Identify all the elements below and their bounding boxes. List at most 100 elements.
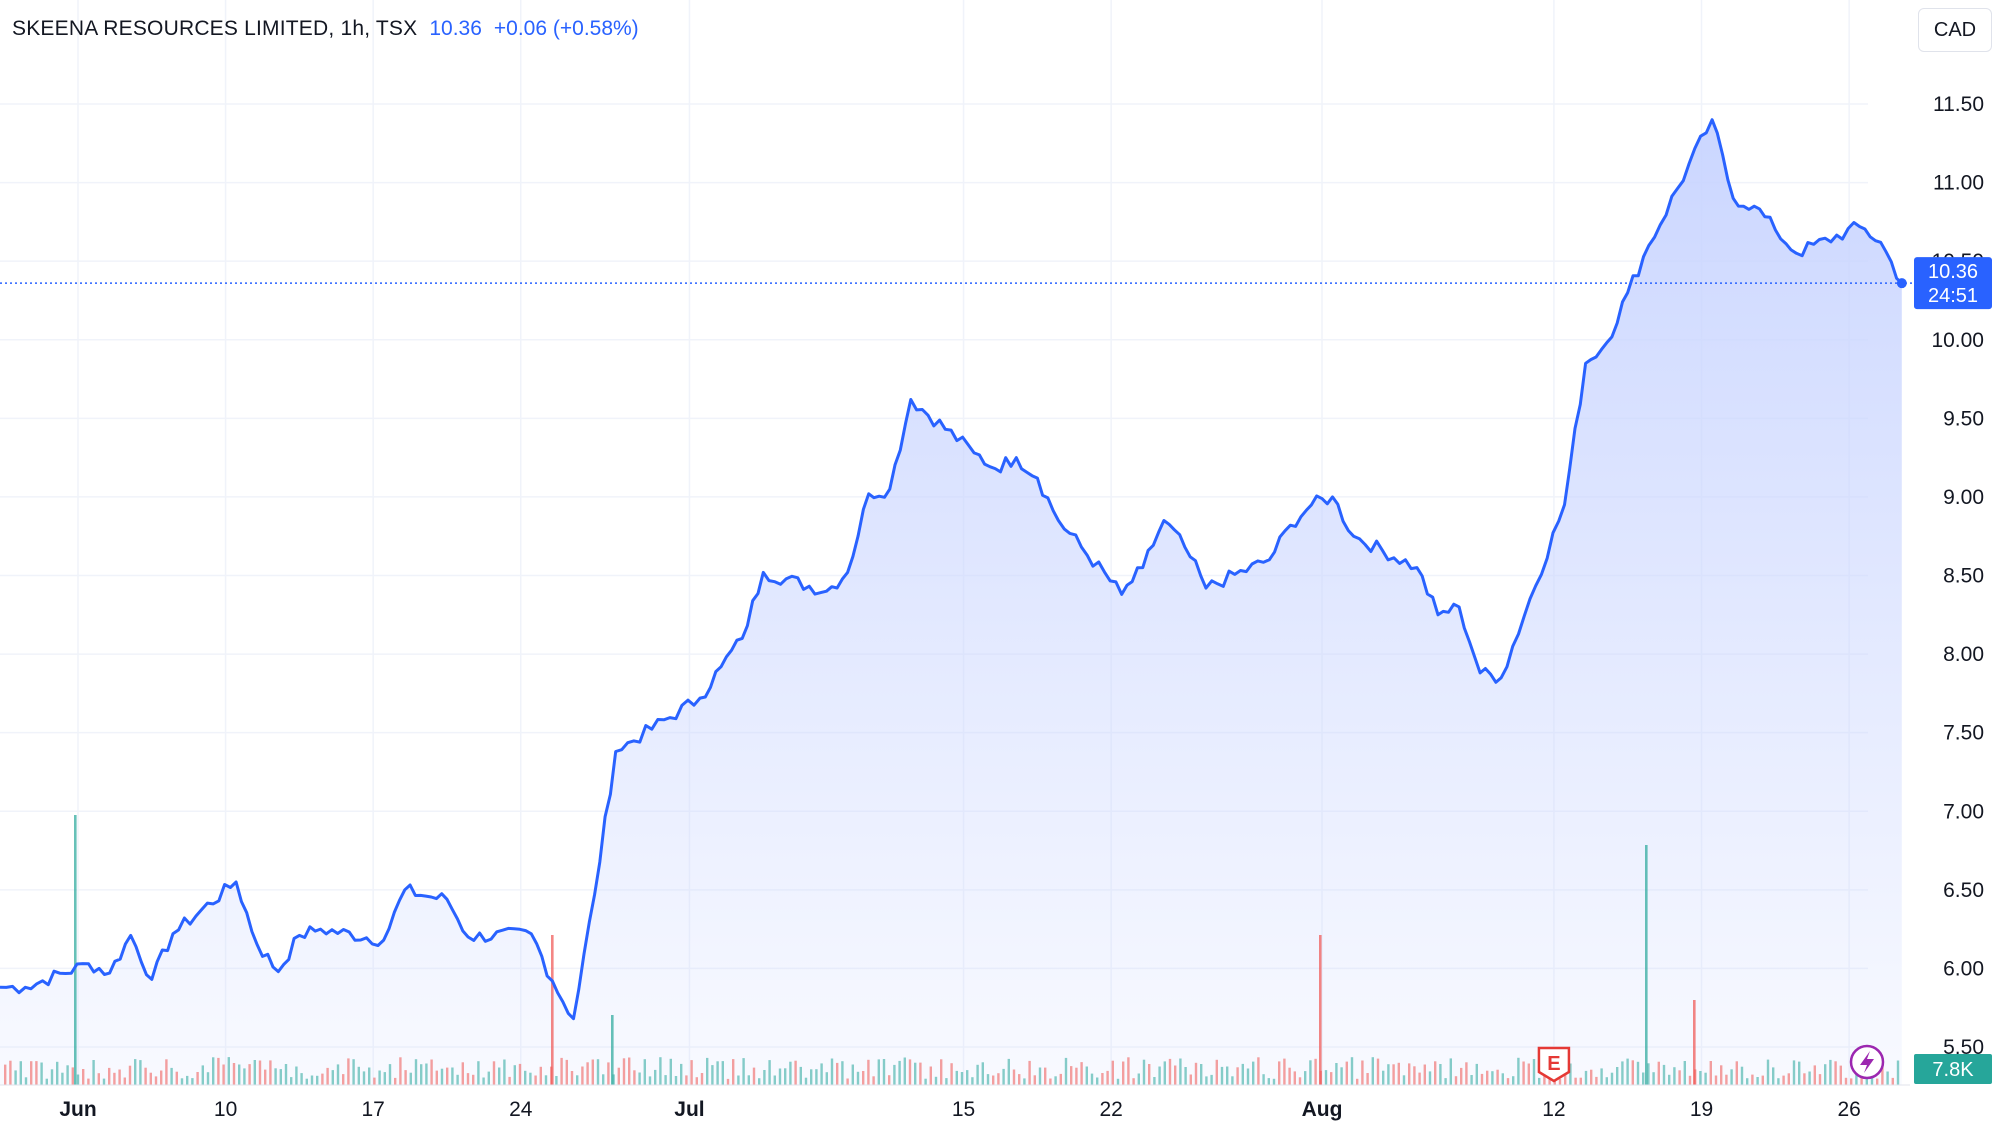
volume-bar (1236, 1067, 1239, 1085)
volume-bar (752, 1067, 756, 1085)
volume-bar (35, 1061, 38, 1085)
volume-bar (1834, 1061, 1837, 1085)
volume-bar (1376, 1058, 1380, 1085)
volume-bar (1647, 1063, 1650, 1085)
volume-bar (1720, 1065, 1723, 1085)
volume-bar (1735, 1061, 1738, 1085)
volume-bar (1486, 1070, 1489, 1085)
volume-bar (903, 1057, 906, 1085)
volume-bar (929, 1066, 932, 1085)
volume-bar (440, 1068, 444, 1085)
volume-bar (97, 1073, 100, 1085)
volume-bar (1106, 1070, 1109, 1085)
volume-bar (726, 1078, 730, 1085)
volume-bar (1194, 1062, 1198, 1085)
volume-bar (1538, 1077, 1541, 1085)
volume-bar (274, 1068, 277, 1085)
volume-bar (30, 1061, 33, 1085)
price-change: +0.06 (+0.58%) (493, 17, 639, 40)
volume-bar (1657, 1061, 1660, 1085)
x-tick-label: Aug (1302, 1098, 1343, 1121)
volume-bar (1059, 1073, 1062, 1085)
volume-bar (1408, 1063, 1411, 1085)
symbol-title: SKEENA RESOURCES LIMITED, 1h, TSX (12, 17, 418, 40)
price-line[interactable] (0, 118, 1903, 1021)
volume-bar (118, 1069, 121, 1085)
volume-bar (206, 1072, 210, 1085)
volume-bar (1340, 1067, 1343, 1085)
volume-bar (1356, 1078, 1359, 1085)
volume-bar (134, 1059, 137, 1085)
volume-bar (1636, 1061, 1640, 1085)
volume-bar (1626, 1058, 1629, 1085)
volume-bar (1137, 1073, 1140, 1085)
volume-bar (222, 1064, 225, 1085)
volume-bar (1709, 1061, 1712, 1085)
volume-bar (820, 1063, 823, 1085)
volume-bar (1153, 1077, 1156, 1085)
volume-bar (1616, 1067, 1619, 1085)
volume-bar (248, 1064, 251, 1085)
volume-bar (1668, 1074, 1671, 1085)
volume-bar (196, 1072, 199, 1085)
volume-bar (399, 1057, 402, 1085)
volume-bar (160, 1070, 163, 1085)
volume-bar (284, 1064, 288, 1085)
volume-bar (1480, 1073, 1484, 1085)
volume-bar (201, 1065, 204, 1085)
volume-bar (1512, 1076, 1515, 1085)
volume-bar (1678, 1070, 1681, 1085)
volume-bar (888, 1075, 891, 1085)
volume-bar (716, 1061, 719, 1085)
last-price-dot (1896, 278, 1907, 289)
volume-bar (1645, 845, 1648, 1085)
volume-bar (1465, 1062, 1468, 1085)
price-badge-value: 10.36 (1928, 261, 1978, 283)
volume-bar (498, 1067, 501, 1085)
volume-bar (451, 1067, 454, 1085)
volume-bar (551, 935, 554, 1085)
volume-bar (1491, 1071, 1494, 1085)
volume-bar (165, 1059, 168, 1085)
volume-bar (123, 1077, 126, 1085)
volume-bar (1564, 1068, 1567, 1085)
volume-bar (742, 1058, 745, 1085)
volume-bar (1272, 1078, 1276, 1085)
volume-bar (596, 1059, 600, 1085)
volume-bar (1158, 1066, 1161, 1085)
volume-bar (342, 1074, 345, 1085)
currency-button[interactable]: CAD (1918, 8, 1992, 52)
volume-bar (1688, 1075, 1692, 1085)
volume-bar (706, 1057, 709, 1085)
y-axis: 5.50 6.00 6.50 7.00 7.50 8.00 8.50 9.00 9.50 10.0… (1931, 93, 1984, 1059)
flash-icon[interactable] (1849, 1044, 1885, 1080)
x-tick-label: 19 (1690, 1098, 1713, 1121)
volume-bar (149, 1072, 152, 1085)
volume-bar (1085, 1066, 1088, 1085)
volume-bar (1683, 1061, 1686, 1085)
volume-bar (570, 1071, 574, 1085)
volume-bar (768, 1060, 771, 1085)
volume-bar (1730, 1069, 1733, 1085)
volume-bar (1792, 1060, 1796, 1085)
volume-bar (1506, 1078, 1510, 1085)
volume-bar (773, 1075, 776, 1085)
volume-bar (1876, 1078, 1879, 1085)
volume-bar (1298, 1077, 1302, 1085)
volume-bar (992, 1075, 995, 1085)
volume-bar (1751, 1074, 1754, 1085)
volume-bar (1397, 1062, 1400, 1085)
volume-bar (1725, 1074, 1728, 1085)
volume-bar (611, 1015, 614, 1085)
volume-bar (560, 1057, 563, 1085)
volume-bar (544, 1075, 548, 1085)
volume-bar (1070, 1066, 1073, 1085)
volume-bar (1361, 1060, 1364, 1085)
volume-bar (643, 1059, 646, 1085)
earnings-marker-icon[interactable]: E (1537, 1046, 1571, 1083)
volume-bar (1891, 1077, 1894, 1085)
volume-bar (139, 1060, 142, 1085)
volume-bar (1018, 1074, 1021, 1085)
volume-bar (19, 1061, 22, 1085)
